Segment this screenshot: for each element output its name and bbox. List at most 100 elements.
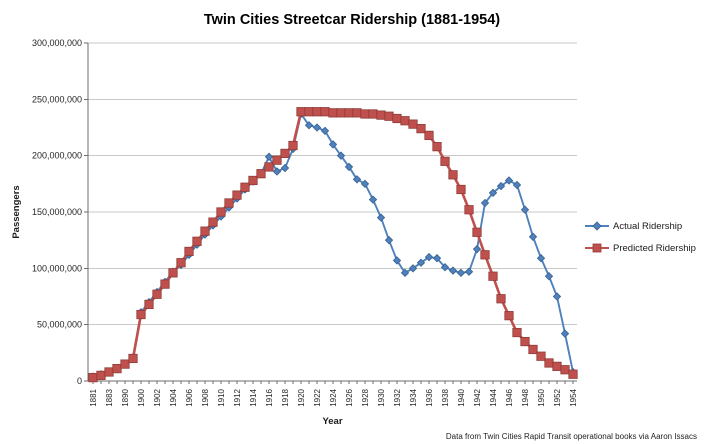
x-tick-label: 1926: [345, 388, 354, 406]
square-marker: [168, 268, 178, 278]
diamond-marker: [408, 264, 418, 273]
diamond-marker: [432, 254, 442, 263]
chart-title: Twin Cities Streetcar Ridership (1881-19…: [203, 12, 501, 28]
square-marker: [320, 107, 330, 117]
x-tick-label: 1942: [473, 388, 482, 406]
diamond-marker: [488, 188, 498, 198]
square-marker: [440, 156, 450, 166]
y-tick-label: 300,000,000: [32, 38, 82, 48]
square-marker: [448, 170, 458, 180]
square-marker: [360, 109, 370, 119]
square-marker: [488, 271, 498, 281]
diamond-marker: [264, 152, 274, 161]
diamond-marker: [312, 123, 322, 132]
square-marker: [312, 107, 322, 117]
x-tick-label: 1930: [377, 388, 386, 406]
x-tick-label: 1946: [505, 388, 514, 406]
x-tick-label: 1881: [89, 388, 98, 406]
square-marker: [384, 111, 394, 121]
square-marker: [280, 148, 290, 159]
square-marker: [496, 294, 506, 304]
square-marker: [552, 361, 562, 371]
x-tick-label: 1928: [361, 388, 370, 406]
x-tick-label: 1920: [297, 388, 306, 406]
legend-label: Actual Ridership: [613, 220, 683, 232]
diamond-marker: [480, 198, 490, 208]
diamond-marker: [328, 140, 338, 149]
x-tick-label: 1883: [105, 388, 114, 406]
square-marker: [144, 299, 154, 309]
y-tick-label: 100,000,000: [32, 263, 82, 273]
x-tick-label: 1940: [457, 388, 466, 406]
diamond-marker: [352, 175, 362, 184]
x-tick-label: 1952: [553, 388, 562, 406]
square-marker: [456, 184, 466, 195]
x-tick-label: 1904: [169, 388, 178, 406]
x-tick-label: 1902: [153, 388, 162, 406]
x-tick-label: 1954: [569, 388, 578, 406]
square-marker: [464, 205, 474, 215]
square-marker: [200, 226, 210, 236]
y-tick-label: 200,000,000: [32, 151, 82, 161]
diamond-marker: [528, 232, 538, 241]
square-marker: [520, 336, 530, 347]
x-tick-label: 1914: [249, 388, 258, 406]
x-tick-label: 1890: [121, 388, 130, 406]
square-marker: [256, 169, 266, 179]
diamond-marker: [504, 176, 514, 185]
diamond-marker: [496, 181, 506, 191]
x-tick-label: 1944: [489, 388, 498, 406]
square-marker: [432, 142, 442, 152]
y-tick-label: 150,000,000: [32, 207, 82, 217]
square-marker: [152, 289, 162, 299]
square-marker: [264, 162, 274, 172]
square-marker: [416, 124, 426, 134]
x-tick-label: 1934: [409, 388, 418, 406]
diamond-marker: [520, 205, 530, 214]
x-tick-label: 1906: [185, 388, 194, 406]
diamond-marker: [440, 263, 450, 272]
square-marker: [184, 246, 194, 257]
square-marker: [232, 190, 242, 200]
diamond-marker: [304, 121, 314, 130]
diamond-marker: [464, 267, 474, 276]
square-marker: [392, 113, 402, 124]
square-marker: [328, 108, 338, 118]
square-legend-marker: [585, 243, 609, 253]
x-tick-label: 1910: [217, 388, 226, 406]
x-tick-label: 1924: [329, 388, 338, 406]
diamond-marker: [280, 163, 290, 173]
square-marker: [208, 217, 218, 227]
square-marker: [544, 358, 554, 368]
square-marker: [224, 198, 234, 208]
diamond-marker: [384, 236, 394, 245]
square-marker: [568, 369, 578, 379]
square-marker: [480, 250, 490, 260]
x-tick-label: 1936: [425, 388, 434, 406]
square-marker: [192, 236, 202, 246]
square-marker: [104, 367, 114, 377]
square-marker: [336, 108, 346, 118]
square-marker: [560, 365, 570, 375]
y-axis-title: Passengers: [11, 185, 22, 239]
square-marker: [528, 344, 538, 355]
series-line: [92, 110, 574, 379]
square-marker: [216, 207, 226, 217]
diamond-marker: [376, 213, 386, 222]
square-marker: [240, 182, 250, 192]
square-marker: [504, 311, 514, 321]
series-line: [92, 113, 574, 378]
diamond-marker: [392, 256, 402, 265]
square-marker: [304, 107, 314, 117]
y-tick-label: 250,000,000: [32, 94, 82, 104]
x-tick-label: 1948: [521, 388, 530, 406]
diamond-marker: [400, 268, 410, 278]
x-tick-label: 1918: [281, 388, 290, 406]
square-marker: [400, 116, 410, 126]
legend: Actual Ridership Predicted Ridership: [584, 215, 696, 259]
square-marker: [352, 108, 362, 118]
diamond-marker: [336, 151, 346, 160]
diamond-marker: [448, 266, 458, 275]
diamond-marker: [360, 179, 370, 188]
